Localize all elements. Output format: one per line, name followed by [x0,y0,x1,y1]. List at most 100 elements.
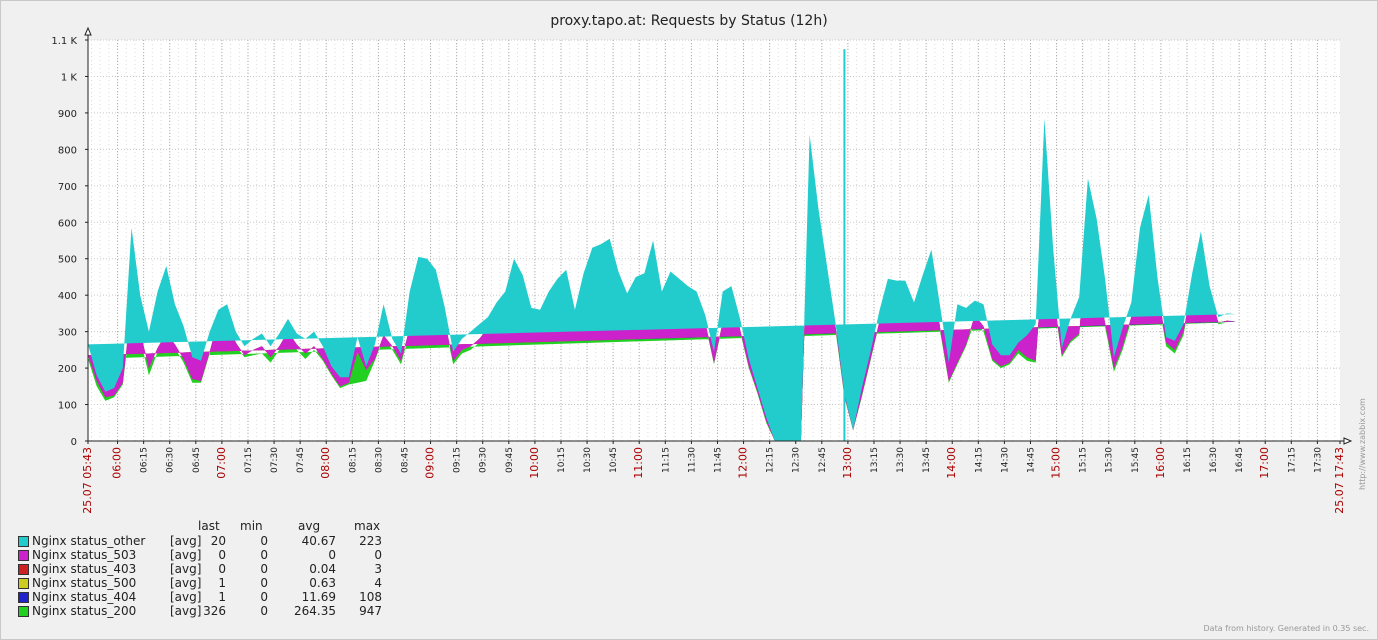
x-tick-label: 15:45 [1131,447,1141,473]
legend-value-max: 3 [374,562,382,576]
x-tick-label: 08:00 [319,447,332,479]
x-tick-label: 06:30 [166,447,176,473]
series-area-nginx-status_other [88,118,1236,442]
legend-function: [avg] [170,548,202,562]
x-tick-label: 08:30 [374,447,384,473]
x-tick-label: 09:30 [479,447,489,473]
x-axis-arrow [1343,437,1353,445]
y-tick-label: 800 [58,145,77,156]
x-tick-label: 11:00 [632,447,645,479]
watermark: http://www.zabbix.com [1358,398,1367,490]
legend-value-max: 947 [359,604,382,618]
legend-value-min: 0 [260,548,268,562]
legend-item: Nginx status_404 [avg] 1 0 11.69 108 [18,590,418,604]
legend-value-last: 20 [210,534,226,548]
x-tick-label: 08:15 [348,447,358,473]
y-tick-label: 1.1 K [51,36,77,47]
y-tick-label: 200 [58,364,77,375]
x-tick-label-end: 25.07 17:43 [1333,447,1346,514]
legend-value-min: 0 [260,576,268,590]
legend-function: [avg] [170,534,202,548]
y-tick-label: 900 [58,109,77,120]
x-tick-label: 09:15 [453,447,463,473]
footer-note: Data from history. Generated in 0.35 sec… [1203,624,1369,633]
legend-value-avg: 0.04 [309,562,336,576]
x-tick-label: 15:15 [1079,447,1089,473]
legend-col-max: max [354,519,381,533]
x-tick-label: 13:30 [896,447,906,473]
x-tick-label: 15:30 [1105,447,1115,473]
x-tick-label: 06:45 [192,447,202,473]
legend-item: Nginx status_other [avg] 20 0 40.67 223 [18,534,418,548]
x-tick-label: 11:45 [713,447,723,473]
x-tick-label: 17:30 [1313,447,1323,473]
legend-value-avg: 264.35 [294,604,336,618]
x-tick-label: 12:30 [792,447,802,473]
legend-swatch [18,578,29,589]
legend-value-last: 1 [218,590,226,604]
x-tick-label: 09:00 [424,447,437,479]
x-tick-label: 16:30 [1209,447,1219,473]
legend-value-avg: 0.63 [309,576,336,590]
x-tick-label: 12:00 [737,447,750,479]
axes [84,26,1353,445]
x-tick-label: 10:15 [557,447,567,473]
x-tick-label: 15:00 [1050,447,1063,479]
x-tick-label: 16:00 [1154,447,1167,479]
legend-value-max: 0 [374,548,382,562]
legend-series-name: Nginx status_403 [32,562,137,576]
x-tick-label: 14:45 [1026,447,1036,473]
legend-series-name: Nginx status_503 [32,548,137,562]
legend-item: Nginx status_503 [avg] 0 0 0 0 [18,548,418,562]
x-tick-label: 06:15 [140,447,150,473]
x-tick-label: 13:45 [922,447,932,473]
legend-swatch [18,606,29,617]
x-tick-label: 17:00 [1258,447,1271,479]
y-tick-label: 600 [58,218,77,229]
legend-value-max: 108 [359,590,382,604]
legend-series-name: Nginx status_other [32,534,146,548]
legend-value-min: 0 [260,562,268,576]
x-tick-label: 07:15 [244,447,254,473]
x-tick-label: 13:15 [870,447,880,473]
legend-value-min: 0 [260,534,268,548]
x-tick-label-start: 25.07 05:43 [81,447,94,514]
y-tick-label: 1 K [61,72,78,83]
y-tick-label: 500 [58,255,77,266]
legend-function: [avg] [170,576,202,590]
legend-value-avg: 40.67 [301,534,336,548]
legend-value-last: 0 [218,562,226,576]
legend-item: Nginx status_403 [avg] 0 0 0.04 3 [18,562,418,576]
grid [88,39,1340,442]
legend-value-avg: 11.69 [301,590,336,604]
legend-series-name: Nginx status_200 [32,604,137,618]
x-tick-label: 10:00 [528,447,541,479]
y-axis-ticks: 0 100 200 300 400 500 600 700 800 900 1 K 1.1 K [51,36,88,448]
legend-series-name: Nginx status_500 [32,576,137,590]
x-tick-label: 16:45 [1235,447,1245,473]
y-tick-label: 100 [58,401,77,412]
plot-area [88,40,1340,441]
legend-swatch [18,564,29,575]
x-tick-label: 17:15 [1287,447,1297,473]
legend-value-max: 4 [374,576,382,590]
y-tick-label: 700 [58,182,77,193]
legend-value-last: 1 [218,576,226,590]
legend-swatch [18,592,29,603]
legend-col-min: min [240,519,263,533]
y-tick-label: 400 [58,291,77,302]
x-tick-label: 07:00 [215,447,228,479]
x-tick-label: 16:15 [1183,447,1193,473]
x-tick-label: 09:45 [505,447,515,473]
x-tick-label: 12:45 [818,447,828,473]
y-axis-arrow [84,26,92,36]
legend-value-min: 0 [260,604,268,618]
legend-function: [avg] [170,590,202,604]
legend-swatch [18,550,29,561]
legend-swatch [18,536,29,547]
x-tick-label: 10:45 [609,447,619,473]
legend-item: Nginx status_500 [avg] 1 0 0.63 4 [18,576,418,590]
x-tick-label: 14:30 [1000,447,1010,473]
x-axis-ticks: 25.07 05:43 06:00 06:15 06:30 06:45 07:00 07:1… [81,441,1346,514]
